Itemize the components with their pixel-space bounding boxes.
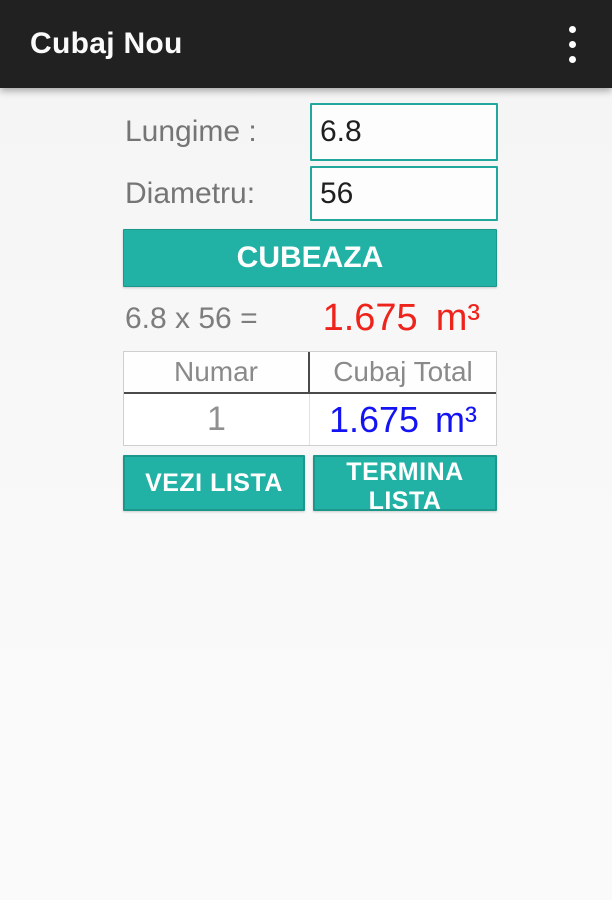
result-value: 1.675 m³ [323, 296, 480, 340]
cubeaza-button[interactable]: CUBEAZA [123, 229, 497, 287]
length-label: Lungime : [125, 115, 257, 148]
overflow-menu-icon[interactable] [550, 14, 594, 74]
result-number: 1.675 [322, 297, 418, 339]
total-unit: m³ [435, 399, 478, 440]
length-input[interactable] [310, 103, 498, 161]
overflow-dot [568, 55, 576, 63]
table-cell-numar: 1 [124, 394, 310, 445]
overflow-dot [568, 40, 576, 48]
diameter-input[interactable] [310, 166, 498, 221]
app-bar: Cubaj Nou [0, 0, 612, 88]
table-cell-cubaj-total: 1.675 m³ [310, 394, 496, 445]
total-number: 1.675 [328, 399, 420, 440]
app-title: Cubaj Nou [30, 27, 183, 60]
result-unit: m³ [435, 297, 480, 339]
termina-lista-button[interactable]: TERMINA LISTA [313, 455, 497, 515]
diameter-label: Diametru: [125, 177, 256, 210]
result-expression: 6.8 x 56 = [125, 302, 258, 335]
overflow-dot [568, 25, 576, 33]
table-header-numar: Numar [124, 352, 310, 394]
vezi-lista-button[interactable]: VEZI LISTA [123, 455, 305, 511]
cubaj-table: Numar Cubaj Total 1 1.675 m³ [123, 351, 497, 446]
table-header-cubaj-total: Cubaj Total [310, 352, 496, 394]
